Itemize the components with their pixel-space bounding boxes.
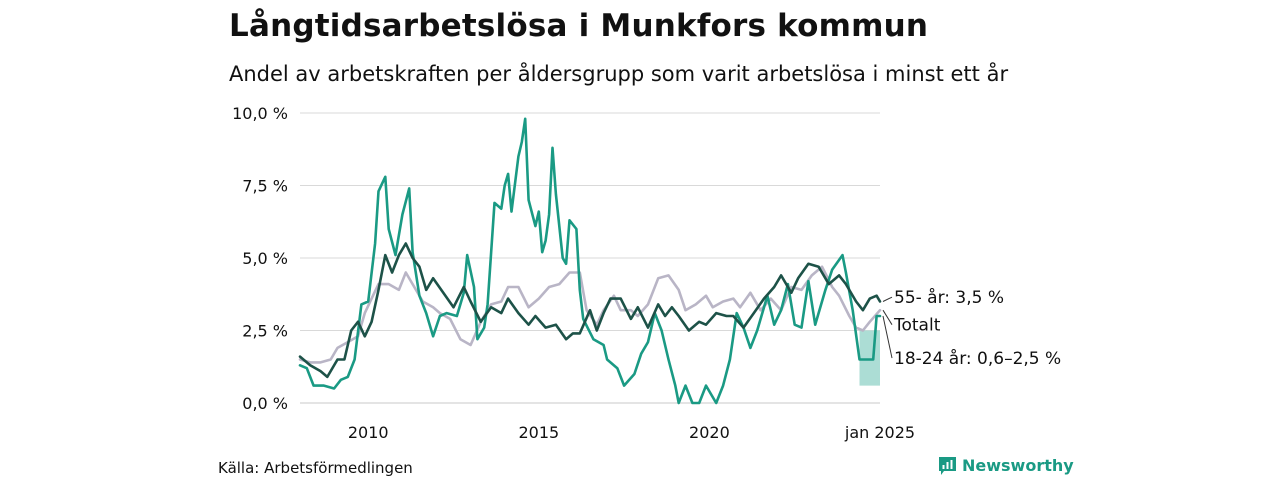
total-series-label: Totalt [893, 316, 941, 336]
y-tick-label: 0,0 % [242, 394, 288, 413]
old-series-label: 55- år: 3,5 % [894, 287, 1004, 308]
y-tick-label: 2,5 % [242, 322, 288, 341]
series-labels: Totalt 18-24 år: 0,6–2,5 % 55- år: 3,5 % [882, 287, 1061, 369]
uncertainty-bands [859, 330, 880, 386]
y-tick-label: 7,5 % [242, 177, 288, 196]
young-range-band [859, 330, 880, 386]
old-label-leader [882, 296, 893, 302]
brand-name: Newsworthy [962, 456, 1074, 475]
young-series-label: 18-24 år: 0,6–2,5 % [894, 348, 1061, 369]
x-tick-label: 2010 [348, 423, 389, 442]
chart-subtitle: Andel av arbetskraften per åldersgrupp s… [229, 62, 1009, 86]
y-tick-label: 10,0 % [232, 104, 288, 123]
source-note: Källa: Arbetsförmedlingen [218, 459, 413, 477]
young-label-leader [882, 315, 893, 359]
total-label-leader [882, 309, 893, 325]
y-axis: 0,0 % 2,5 % 5,0 % 7,5 % 10,0 % [232, 104, 288, 413]
old-series-line [298, 242, 882, 379]
series-lines [298, 117, 882, 405]
x-tick-label: jan 2025 [844, 423, 915, 442]
brand-logo: Newsworthy [939, 456, 1074, 475]
chart-title: Långtidsarbetslösa i Munkfors kommun [229, 8, 929, 44]
x-axis: 2010 2015 2020 jan 2025 [348, 423, 915, 442]
newsworthy-logo-icon [939, 456, 956, 475]
gridlines [300, 112, 880, 404]
x-tick-label: 2020 [689, 423, 730, 442]
young-series-line [298, 117, 882, 405]
x-tick-label: 2015 [518, 423, 559, 442]
y-tick-label: 5,0 % [242, 249, 288, 268]
